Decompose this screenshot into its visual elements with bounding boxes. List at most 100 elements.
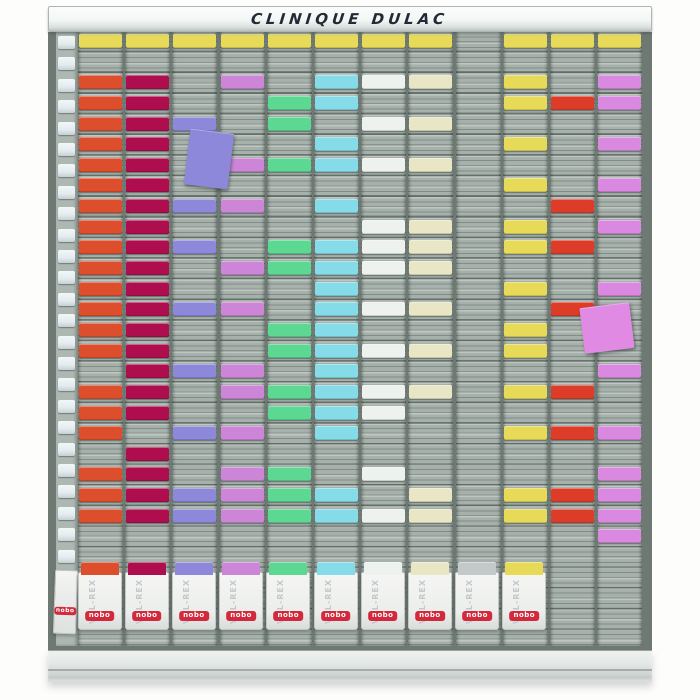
t-card-orange[interactable] [79,199,122,214]
t-card-yellow[interactable] [503,488,547,503]
t-card-white[interactable] [362,261,406,276]
t-card-orange[interactable] [79,281,122,296]
spare-cards-orchid[interactable] [222,562,261,575]
t-card-periwinkle[interactable] [173,508,217,523]
spare-cards-yellow[interactable] [505,562,544,575]
t-card-white[interactable] [362,384,406,399]
t-card-orchid[interactable] [220,199,264,214]
t-card-crimson[interactable] [126,240,170,255]
t-card-crimson[interactable] [126,281,170,296]
t-card-green[interactable] [267,157,311,172]
t-card-green[interactable] [267,467,311,482]
t-card-pink[interactable] [598,219,642,234]
t-card-pink[interactable] [598,467,642,482]
t-card-red[interactable] [551,508,594,523]
t-card-cyan[interactable] [315,157,358,172]
card-box-4[interactable]: VAL-REX nobo [219,562,264,630]
t-card-crimson[interactable] [126,384,170,399]
spare-cards-gray[interactable] [458,562,497,575]
t-card-periwinkle[interactable] [173,488,217,503]
spare-cards-white[interactable] [363,562,402,575]
t-card-crimson[interactable] [126,157,170,172]
t-card-orchid[interactable] [220,508,264,523]
t-card-crimson[interactable] [126,75,170,90]
loose-card-loose_pink[interactable] [579,302,635,354]
index-tab[interactable] [58,421,75,435]
t-card-yellow[interactable] [503,281,547,296]
t-card-cream[interactable] [409,508,453,523]
t-card-red[interactable] [551,199,594,214]
t-card-yellow[interactable] [315,34,358,48]
index-tab[interactable] [58,335,75,349]
t-card-pink[interactable] [598,529,642,544]
t-card-yellow[interactable] [220,34,264,48]
index-tab[interactable] [58,207,75,221]
index-tab[interactable] [58,506,75,520]
t-card-yellow[interactable] [551,34,594,48]
t-card-orchid[interactable] [220,364,264,379]
card-box-8[interactable]: VAL-REX nobo [407,562,452,630]
t-card-yellow[interactable] [598,34,642,48]
t-card-red[interactable] [551,240,594,255]
card-box-6[interactable]: VAL-REX nobo [313,562,358,630]
t-card-orchid[interactable] [220,384,264,399]
index-tab[interactable] [58,399,75,413]
t-card-cream[interactable] [409,240,453,255]
spare-cards-crimson[interactable] [127,562,166,575]
t-card-crimson[interactable] [126,261,170,276]
t-card-yellow[interactable] [362,34,406,48]
t-card-orange[interactable] [79,116,122,131]
spare-cards-cream[interactable] [410,562,449,575]
t-card-orchid[interactable] [220,261,264,276]
t-card-orange[interactable] [79,75,122,90]
card-box-3[interactable]: VAL-REX nobo [171,562,216,630]
t-card-yellow[interactable] [503,75,547,90]
t-card-red[interactable] [551,488,594,503]
t-card-green[interactable] [267,322,311,337]
index-tab[interactable] [58,292,75,306]
card-box-2[interactable]: VAL-REX nobo [124,562,169,630]
t-card-cyan[interactable] [315,95,358,110]
t-card-cyan[interactable] [315,240,358,255]
index-tab[interactable] [58,164,75,178]
t-card-orchid[interactable] [220,157,264,172]
t-card-yellow[interactable] [503,219,547,234]
t-card-orange[interactable] [79,467,122,482]
t-card-periwinkle[interactable] [173,364,217,379]
t-card-orange[interactable] [79,405,122,420]
t-card-pink[interactable] [598,364,642,379]
t-card-green[interactable] [267,261,311,276]
t-card-green[interactable] [267,95,311,110]
t-card-white[interactable] [362,302,406,317]
t-card-white[interactable] [362,116,406,131]
small-card-box[interactable]: nobo [52,569,79,635]
card-box-10[interactable]: VAL-REX nobo [502,562,547,630]
t-card-pink[interactable] [598,488,642,503]
t-card-orange[interactable] [79,488,122,503]
t-card-green[interactable] [267,116,311,131]
t-card-orchid[interactable] [220,302,264,317]
t-card-green[interactable] [267,343,311,358]
t-card-yellow[interactable] [126,34,170,48]
t-card-yellow[interactable] [503,240,547,255]
t-card-pink[interactable] [598,75,642,90]
index-tab[interactable] [58,121,75,135]
t-card-cyan[interactable] [315,199,358,214]
t-card-yellow[interactable] [503,508,547,523]
t-card-crimson[interactable] [126,405,170,420]
t-card-cream[interactable] [409,488,453,503]
t-card-green[interactable] [267,240,311,255]
t-card-cyan[interactable] [315,508,358,523]
t-card-periwinkle[interactable] [173,116,217,131]
t-card-red[interactable] [551,95,594,110]
t-card-crimson[interactable] [126,508,170,523]
card-box-7[interactable]: VAL-REX nobo [360,562,405,630]
t-card-periwinkle[interactable] [173,302,217,317]
t-card-orchid[interactable] [220,75,264,90]
t-card-yellow[interactable] [173,34,217,48]
t-card-yellow[interactable] [267,34,311,48]
t-card-periwinkle[interactable] [173,199,217,214]
t-card-crimson[interactable] [126,343,170,358]
t-card-red[interactable] [551,426,594,441]
t-card-crimson[interactable] [126,488,170,503]
